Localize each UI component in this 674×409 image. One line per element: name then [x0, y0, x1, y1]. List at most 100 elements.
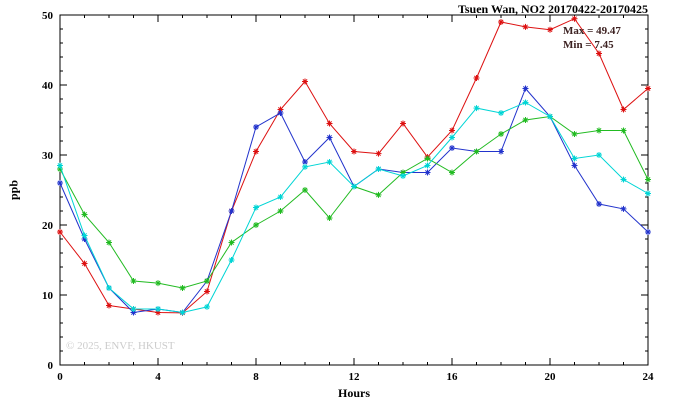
marker-green [449, 170, 455, 175]
marker-blue [596, 201, 602, 207]
marker-red [400, 121, 406, 126]
x-tick-label: 16 [447, 371, 459, 383]
x-tick-label: 4 [155, 371, 161, 383]
marker-blue [449, 145, 455, 151]
marker-cyan [278, 194, 283, 200]
marker-cyan [204, 304, 210, 310]
marker-red [376, 151, 381, 157]
marker-cyan [106, 285, 112, 291]
marker-green [645, 177, 651, 182]
marker-red [204, 289, 210, 294]
marker-green [82, 212, 87, 217]
marker-green [131, 278, 136, 284]
marker-cyan [302, 164, 308, 170]
marker-green [523, 117, 528, 123]
marker-green [498, 131, 504, 137]
series-line-green [59, 115, 649, 289]
marker-green [278, 208, 283, 214]
y-tick-label: 50 [42, 10, 54, 22]
marker-cyan [180, 310, 185, 315]
marker-cyan [572, 156, 577, 161]
marker-red [106, 303, 112, 308]
marker-cyan [498, 110, 504, 116]
min-annotation: Min = 7.45 [563, 39, 614, 51]
marker-green [327, 215, 332, 221]
marker-green [106, 240, 112, 245]
marker-blue [253, 124, 259, 130]
series-line-red [59, 18, 649, 314]
marker-red [621, 107, 626, 112]
y-tick-label: 10 [42, 290, 54, 302]
marker-cyan [253, 205, 259, 210]
marker-blue [57, 180, 63, 186]
y-tick-label: 0 [48, 360, 54, 372]
marker-red [572, 16, 577, 22]
marker-red [523, 24, 528, 30]
marker-green [155, 280, 161, 286]
marker-green [596, 128, 602, 133]
y-tick-label: 40 [42, 80, 54, 92]
marker-cyan [621, 177, 626, 182]
marker-cyan [474, 105, 479, 111]
marker-red [302, 79, 308, 84]
marker-red [327, 121, 332, 126]
marker-blue [278, 110, 283, 116]
marker-blue [425, 170, 430, 175]
marker-red [498, 19, 504, 25]
marker-cyan [376, 166, 381, 172]
marker-green [229, 240, 234, 245]
max-annotation: Max = 49.47 [563, 25, 621, 37]
series-line-cyan [59, 101, 649, 314]
marker-cyan [523, 100, 528, 105]
marker-red [253, 149, 259, 154]
marker-red [474, 75, 479, 81]
x-tick-label: 12 [349, 371, 361, 383]
marker-cyan [449, 135, 455, 140]
x-axis-label: Hours [337, 386, 370, 400]
marker-red [596, 51, 602, 56]
marker-green [302, 187, 308, 193]
marker-blue [523, 86, 528, 91]
marker-cyan [547, 114, 553, 119]
y-tick-label: 20 [42, 220, 54, 232]
marker-cyan [82, 233, 87, 238]
chart-title: Tsuen Wan, NO2 20170422-20170425 [457, 2, 648, 16]
marker-blue [621, 206, 626, 212]
marker-red [449, 128, 455, 133]
marker-cyan [596, 152, 602, 158]
marker-cyan [155, 306, 161, 312]
marker-cyan [131, 306, 136, 312]
marker-green [376, 192, 381, 198]
marker-green [204, 278, 210, 284]
marker-blue [302, 159, 308, 165]
marker-cyan [327, 159, 332, 165]
marker-blue [572, 163, 577, 168]
marker-red [57, 229, 63, 235]
marker-green [474, 149, 479, 154]
marker-cyan [57, 163, 63, 168]
marker-blue [229, 208, 234, 214]
plot-border [59, 14, 649, 366]
x-tick-label: 24 [643, 371, 655, 383]
y-tick-label: 30 [42, 150, 54, 162]
marker-cyan [645, 191, 651, 196]
marker-red [351, 149, 357, 154]
marker-green [572, 131, 577, 137]
marker-cyan [351, 184, 357, 189]
marker-green [621, 128, 626, 133]
marker-blue [498, 149, 504, 154]
x-tick-label: 0 [57, 371, 63, 383]
marker-green [180, 285, 185, 291]
marker-blue [327, 135, 332, 140]
marker-cyan [400, 173, 406, 179]
x-tick-label: 20 [545, 371, 557, 383]
marker-red [82, 261, 87, 266]
marker-red [645, 86, 651, 91]
series-line-blue [59, 87, 649, 314]
marker-cyan [229, 257, 234, 263]
marker-red [547, 27, 553, 33]
watermark: © 2025, ENVF, HKUST [66, 340, 175, 352]
marker-green [253, 222, 259, 228]
